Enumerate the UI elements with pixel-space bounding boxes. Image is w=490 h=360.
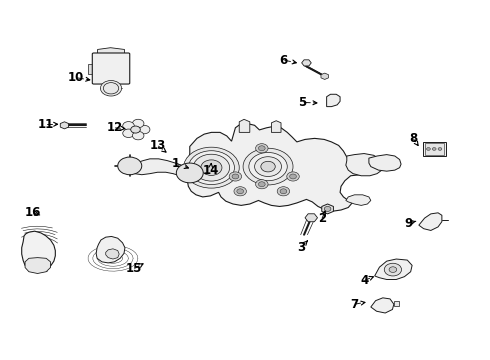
Text: 13: 13 <box>149 139 166 152</box>
Text: 2: 2 <box>318 212 326 225</box>
Circle shape <box>261 161 275 172</box>
Circle shape <box>237 189 244 194</box>
Polygon shape <box>305 214 318 222</box>
Polygon shape <box>394 301 399 306</box>
Text: 4: 4 <box>360 274 368 287</box>
Circle shape <box>123 122 134 130</box>
Circle shape <box>188 151 234 185</box>
Circle shape <box>103 83 119 94</box>
Circle shape <box>256 144 268 153</box>
Circle shape <box>193 154 230 181</box>
Text: 5: 5 <box>298 96 307 109</box>
Text: 6: 6 <box>279 54 288 67</box>
Polygon shape <box>187 123 377 211</box>
Text: 10: 10 <box>68 71 84 84</box>
Circle shape <box>438 148 442 150</box>
Circle shape <box>255 157 281 176</box>
Circle shape <box>256 180 268 189</box>
Polygon shape <box>60 122 69 129</box>
Text: 8: 8 <box>409 132 417 145</box>
Polygon shape <box>208 156 217 163</box>
Polygon shape <box>271 121 281 132</box>
Circle shape <box>132 131 144 140</box>
Circle shape <box>389 267 397 273</box>
Polygon shape <box>129 159 188 177</box>
Text: 9: 9 <box>404 217 413 230</box>
Polygon shape <box>98 48 124 54</box>
Polygon shape <box>322 204 333 214</box>
Circle shape <box>258 146 265 151</box>
Polygon shape <box>346 195 371 206</box>
Text: 7: 7 <box>350 298 359 311</box>
FancyBboxPatch shape <box>92 53 130 84</box>
Circle shape <box>229 172 242 181</box>
Text: 12: 12 <box>106 121 122 134</box>
Circle shape <box>432 148 436 150</box>
Circle shape <box>132 119 144 128</box>
Polygon shape <box>346 154 383 176</box>
Polygon shape <box>88 64 94 74</box>
Text: 15: 15 <box>125 262 142 275</box>
Text: 11: 11 <box>38 118 54 131</box>
Text: 3: 3 <box>297 240 306 253</box>
Circle shape <box>287 172 299 181</box>
Circle shape <box>201 160 222 175</box>
Circle shape <box>290 174 296 179</box>
Circle shape <box>258 182 265 187</box>
Circle shape <box>384 263 401 276</box>
Polygon shape <box>419 213 442 230</box>
Polygon shape <box>302 60 311 66</box>
Circle shape <box>280 189 287 194</box>
Circle shape <box>176 163 203 183</box>
Polygon shape <box>371 298 394 313</box>
Polygon shape <box>106 249 119 259</box>
Circle shape <box>426 148 430 150</box>
Circle shape <box>232 174 239 179</box>
Text: 16: 16 <box>24 206 41 219</box>
Circle shape <box>123 129 134 138</box>
Polygon shape <box>239 119 250 132</box>
Polygon shape <box>22 231 55 272</box>
Circle shape <box>184 147 239 188</box>
Polygon shape <box>25 258 50 274</box>
Polygon shape <box>321 73 328 80</box>
Circle shape <box>131 126 140 133</box>
Polygon shape <box>327 94 340 107</box>
Bar <box>423 142 446 156</box>
Text: 1: 1 <box>172 157 179 170</box>
Polygon shape <box>375 259 412 279</box>
Polygon shape <box>96 237 125 263</box>
Circle shape <box>138 125 150 134</box>
Circle shape <box>324 207 331 211</box>
Circle shape <box>277 187 290 196</box>
Circle shape <box>249 153 287 181</box>
Circle shape <box>118 157 142 175</box>
Circle shape <box>100 81 122 96</box>
Circle shape <box>234 187 246 196</box>
Polygon shape <box>369 154 401 171</box>
Circle shape <box>243 148 293 185</box>
Text: 14: 14 <box>202 164 219 177</box>
Bar <box>425 143 444 154</box>
